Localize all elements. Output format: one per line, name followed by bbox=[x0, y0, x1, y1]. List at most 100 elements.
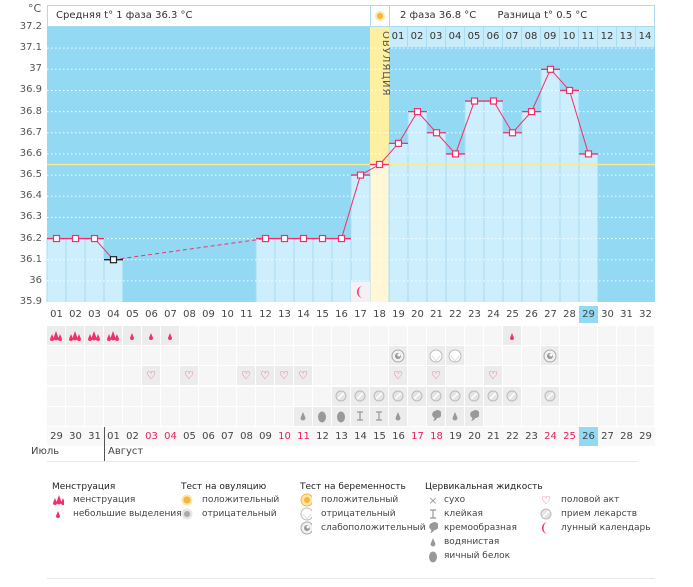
menstruation-cell[interactable] bbox=[199, 326, 217, 345]
calendar-date[interactable]: 06 bbox=[199, 427, 218, 446]
cervical-fluid-cell[interactable] bbox=[313, 406, 331, 426]
intercourse-cell[interactable] bbox=[541, 366, 559, 386]
medication-cell[interactable] bbox=[85, 386, 103, 406]
menstruation-cell[interactable] bbox=[522, 326, 540, 345]
menstruation-cell[interactable] bbox=[370, 326, 388, 345]
cycle-day-label[interactable]: 29 bbox=[579, 306, 598, 323]
calendar-date[interactable]: 11 bbox=[294, 427, 313, 446]
cycle-day-label[interactable]: 01 bbox=[50, 309, 63, 320]
intercourse-cell[interactable]: ♡ bbox=[294, 366, 312, 386]
calendar-date[interactable]: 28 bbox=[617, 427, 636, 446]
intercourse-cell[interactable] bbox=[465, 366, 483, 386]
menstruation-cell[interactable] bbox=[389, 326, 407, 345]
cervical-fluid-cell[interactable] bbox=[370, 406, 388, 426]
pregnancy-test-cell[interactable] bbox=[256, 346, 274, 366]
menstruation-cell[interactable] bbox=[617, 326, 635, 345]
cycle-day-label[interactable]: 30 bbox=[601, 309, 614, 320]
intercourse-cell[interactable]: ♡ bbox=[142, 366, 160, 386]
intercourse-cell[interactable] bbox=[617, 366, 635, 386]
calendar-date[interactable]: 21 bbox=[484, 427, 503, 446]
intercourse-cell[interactable] bbox=[636, 366, 654, 386]
cervical-fluid-cell[interactable] bbox=[503, 406, 521, 426]
calendar-date[interactable]: 17 bbox=[408, 427, 427, 446]
calendar-date[interactable]: 31 bbox=[85, 427, 104, 446]
cycle-day-label[interactable]: 27 bbox=[544, 309, 557, 320]
cervical-fluid-cell[interactable] bbox=[294, 406, 312, 426]
intercourse-cell[interactable]: ♡ bbox=[180, 366, 198, 386]
cervical-fluid-cell[interactable] bbox=[484, 406, 502, 426]
menstruation-cell[interactable] bbox=[161, 326, 179, 345]
menstruation-cell[interactable] bbox=[560, 326, 578, 345]
menstruation-cell[interactable] bbox=[446, 326, 464, 345]
cervical-fluid-cell[interactable] bbox=[66, 406, 84, 426]
cycle-day-label[interactable]: 03 bbox=[88, 309, 101, 320]
cycle-day-label[interactable]: 13 bbox=[278, 309, 291, 320]
pregnancy-test-cell[interactable] bbox=[598, 346, 616, 366]
intercourse-cell[interactable] bbox=[446, 366, 464, 386]
pregnancy-test-cell[interactable] bbox=[427, 346, 445, 366]
intercourse-cell[interactable] bbox=[218, 366, 236, 386]
cycle-day-label[interactable]: 11 bbox=[240, 309, 253, 320]
intercourse-cell[interactable] bbox=[161, 366, 179, 386]
pregnancy-test-cell[interactable] bbox=[47, 346, 65, 366]
medication-cell[interactable] bbox=[142, 386, 160, 406]
medication-cell[interactable] bbox=[617, 386, 635, 406]
cervical-fluid-cell[interactable] bbox=[541, 406, 559, 426]
medication-cell[interactable] bbox=[351, 386, 369, 406]
medication-cell[interactable] bbox=[503, 386, 521, 406]
pregnancy-test-cell[interactable] bbox=[180, 346, 198, 366]
menstruation-cell[interactable] bbox=[579, 326, 597, 345]
pregnancy-test-cell[interactable] bbox=[560, 346, 578, 366]
menstruation-cell[interactable] bbox=[503, 326, 521, 345]
menstruation-cell[interactable] bbox=[104, 326, 122, 345]
calendar-date[interactable]: 20 bbox=[465, 427, 484, 446]
menstruation-cell[interactable] bbox=[47, 326, 65, 345]
pregnancy-test-cell[interactable] bbox=[484, 346, 502, 366]
intercourse-cell[interactable] bbox=[313, 366, 331, 386]
calendar-date[interactable]: 23 bbox=[522, 427, 541, 446]
calendar-date[interactable]: 16 bbox=[389, 427, 408, 446]
medication-cell[interactable] bbox=[560, 386, 578, 406]
pregnancy-test-cell[interactable] bbox=[104, 346, 122, 366]
calendar-date[interactable]: 29 bbox=[47, 427, 66, 446]
cervical-fluid-cell[interactable] bbox=[427, 406, 445, 426]
cervical-fluid-cell[interactable] bbox=[161, 406, 179, 426]
menstruation-cell[interactable] bbox=[541, 326, 559, 345]
medication-cell[interactable] bbox=[636, 386, 654, 406]
cervical-fluid-cell[interactable] bbox=[218, 406, 236, 426]
pregnancy-test-cell[interactable] bbox=[161, 346, 179, 366]
calendar-date[interactable]: 30 bbox=[66, 427, 85, 446]
cycle-day-label[interactable]: 22 bbox=[449, 309, 462, 320]
intercourse-cell[interactable] bbox=[408, 366, 426, 386]
pregnancy-test-cell[interactable] bbox=[313, 346, 331, 366]
cycle-day-label[interactable]: 04 bbox=[107, 309, 120, 320]
medication-cell[interactable] bbox=[579, 386, 597, 406]
medication-cell[interactable] bbox=[180, 386, 198, 406]
pregnancy-test-cell[interactable] bbox=[237, 346, 255, 366]
intercourse-cell[interactable] bbox=[351, 366, 369, 386]
menstruation-cell[interactable] bbox=[351, 326, 369, 345]
cervical-fluid-cell[interactable] bbox=[560, 406, 578, 426]
medication-cell[interactable] bbox=[66, 386, 84, 406]
menstruation-cell[interactable] bbox=[85, 326, 103, 345]
cervical-fluid-cell[interactable] bbox=[408, 406, 426, 426]
medication-cell[interactable] bbox=[237, 386, 255, 406]
intercourse-cell[interactable] bbox=[503, 366, 521, 386]
cervical-fluid-cell[interactable] bbox=[351, 406, 369, 426]
cycle-day-label[interactable]: 20 bbox=[411, 309, 424, 320]
medication-cell[interactable] bbox=[313, 386, 331, 406]
pregnancy-test-cell[interactable] bbox=[389, 346, 407, 366]
cycle-day-label[interactable]: 25 bbox=[506, 309, 519, 320]
cycle-day-label[interactable]: 12 bbox=[259, 309, 272, 320]
calendar-date[interactable]: 27 bbox=[598, 427, 617, 446]
menstruation-cell[interactable] bbox=[66, 326, 84, 345]
calendar-date[interactable]: 04 bbox=[161, 427, 180, 446]
calendar-date[interactable]: 24 bbox=[541, 427, 560, 446]
cycle-day-label[interactable]: 31 bbox=[620, 309, 633, 320]
menstruation-cell[interactable] bbox=[237, 326, 255, 345]
menstruation-cell[interactable] bbox=[465, 326, 483, 345]
calendar-date[interactable]: 29 bbox=[636, 427, 655, 446]
cervical-fluid-cell[interactable] bbox=[598, 406, 616, 426]
intercourse-cell[interactable]: ♡ bbox=[427, 366, 445, 386]
pregnancy-test-cell[interactable] bbox=[351, 346, 369, 366]
